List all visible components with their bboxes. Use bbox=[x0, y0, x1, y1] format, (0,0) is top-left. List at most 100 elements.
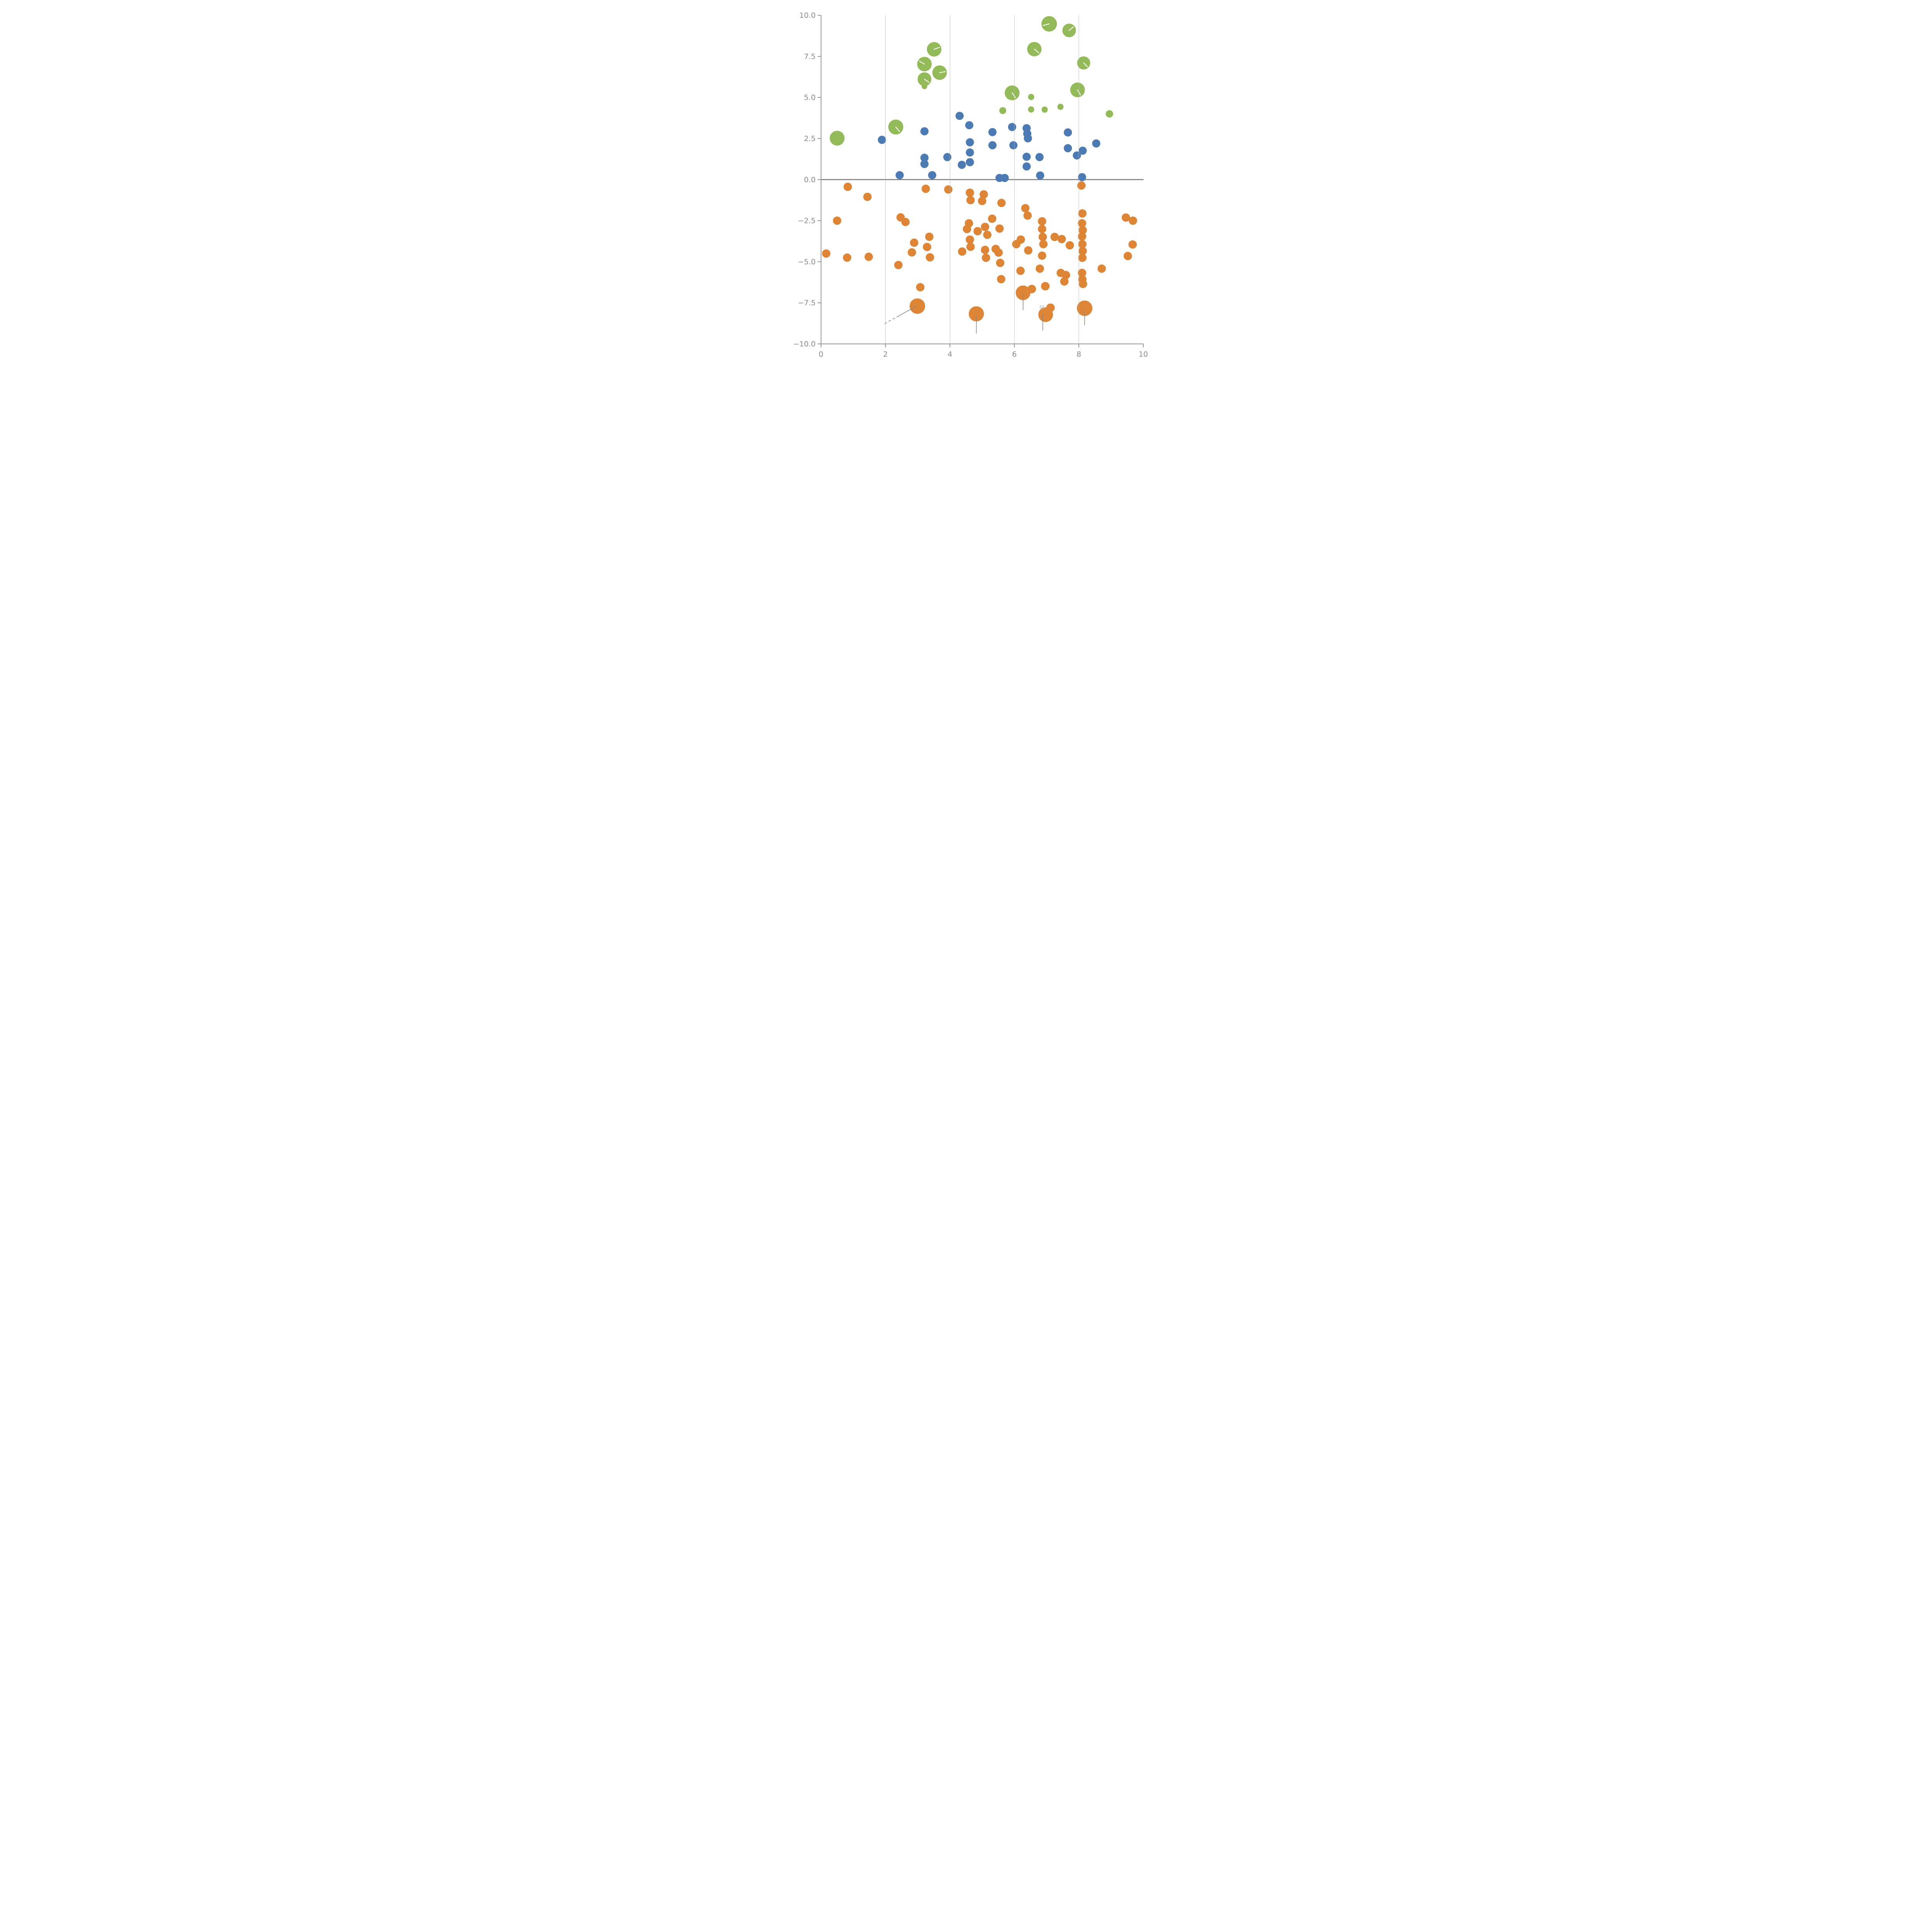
y-tick-label-10.0: 10.0 bbox=[799, 11, 815, 20]
scatter-point-blue bbox=[957, 160, 966, 169]
scatter-point-orange bbox=[1021, 204, 1030, 213]
scatter-point-orange bbox=[969, 306, 984, 321]
needle-line bbox=[895, 126, 900, 132]
scatter-point-orange bbox=[982, 253, 990, 262]
scatter-point-orange bbox=[1038, 307, 1053, 322]
scatter-point-orange bbox=[1038, 224, 1046, 233]
scatter-point-orange bbox=[983, 230, 992, 239]
needle-line bbox=[1043, 23, 1050, 26]
scatter-point-orange bbox=[822, 249, 830, 258]
annotation-leader-dashed bbox=[884, 315, 900, 324]
x-tick-label-4: 4 bbox=[947, 350, 952, 359]
scatter-point-orange bbox=[980, 190, 988, 199]
scatter-point-blue bbox=[943, 153, 952, 162]
scatter-point-green bbox=[922, 83, 927, 89]
scatter-point-blue bbox=[928, 171, 937, 179]
scatter-point-orange bbox=[1128, 240, 1137, 249]
scatter-point-orange bbox=[908, 248, 916, 257]
y-tick-label-−10.0: −10.0 bbox=[793, 340, 816, 349]
scatter-point-green bbox=[1028, 106, 1034, 113]
y-tick-label-5.0: 5.0 bbox=[804, 94, 816, 102]
scatter-point-orange bbox=[1065, 241, 1074, 250]
scatter-point-orange bbox=[1038, 251, 1046, 260]
scatter-point-green bbox=[1041, 106, 1048, 113]
scatter-point-orange bbox=[1078, 247, 1087, 255]
y-tick-label-−5.0: −5.0 bbox=[798, 258, 816, 266]
x-tick-label-0: 0 bbox=[819, 350, 823, 359]
scatter-point-orange bbox=[1023, 211, 1032, 220]
y-tick-label-−7.5: −7.5 bbox=[798, 299, 816, 307]
scatter-point-blue bbox=[988, 141, 997, 150]
scatter-point-orange bbox=[966, 235, 974, 244]
scatter-point-orange bbox=[844, 182, 852, 191]
scatter-point-orange bbox=[1078, 269, 1087, 277]
scatter-point-orange bbox=[995, 224, 1004, 233]
scatter-point-blue bbox=[1022, 162, 1031, 171]
needle-line bbox=[1012, 92, 1016, 99]
scatter-point-orange bbox=[1050, 233, 1059, 241]
scatter-point-orange bbox=[981, 245, 990, 254]
scatter-point-orange bbox=[925, 232, 934, 241]
scatter-point-orange bbox=[958, 247, 966, 256]
y-tick-label-7.5: 7.5 bbox=[804, 52, 816, 61]
scatter-point-orange bbox=[1015, 285, 1031, 300]
scatter-point-green bbox=[1105, 110, 1113, 118]
scatter-point-blue bbox=[1078, 173, 1086, 182]
needle-line bbox=[919, 61, 925, 65]
scatter-point-blue bbox=[895, 171, 904, 179]
scatter-point-orange bbox=[1036, 264, 1044, 273]
scatter-point-orange bbox=[1078, 240, 1087, 248]
scatter-point-orange bbox=[966, 196, 975, 204]
scatter-point-blue bbox=[966, 148, 974, 157]
scatter-point-blue bbox=[1035, 153, 1044, 162]
needle-line bbox=[1034, 48, 1039, 53]
scatter-point-orange bbox=[1077, 300, 1093, 316]
scatter-point-orange bbox=[1041, 282, 1050, 291]
needle-line bbox=[1077, 89, 1081, 96]
scatter-point-blue bbox=[1064, 144, 1072, 153]
scatter-point-orange bbox=[1024, 246, 1032, 255]
scatter-point-blue bbox=[1064, 128, 1072, 137]
scatter-plot: 10.0 7.5 5.0 2.5 0.0 −2.5 −5.0 −7.5 −10.00 2 4 6 8 10… bbox=[793, 11, 1148, 359]
scatter-point-blue bbox=[1036, 171, 1044, 180]
scatter-point-blue bbox=[966, 138, 974, 146]
scatter-point-orange bbox=[864, 252, 873, 261]
scatter-point-orange bbox=[988, 214, 997, 223]
scatter-point-green bbox=[830, 131, 845, 146]
scatter-point-orange bbox=[1078, 232, 1087, 241]
scatter-point-blue bbox=[1022, 153, 1031, 161]
scatter-point-orange bbox=[1016, 266, 1025, 275]
needle-line bbox=[924, 78, 930, 83]
scatter-point-orange bbox=[1038, 233, 1047, 241]
text-annotation-M: M bbox=[1039, 305, 1044, 311]
scatter-point-orange bbox=[916, 283, 925, 292]
scatter-point-orange bbox=[1039, 240, 1048, 248]
scatter-point-orange bbox=[1012, 240, 1021, 248]
needle-line bbox=[1083, 62, 1088, 67]
scatter-point-green bbox=[1057, 104, 1064, 110]
scatter-point-orange bbox=[966, 242, 975, 251]
scatter-point-orange bbox=[923, 243, 931, 251]
scatter-point-orange bbox=[997, 199, 1006, 207]
scatter-point-orange bbox=[1077, 181, 1086, 190]
scatter-point-orange bbox=[1078, 253, 1087, 262]
scatter-point-blue bbox=[1024, 134, 1032, 143]
scatter-point-orange bbox=[1078, 226, 1087, 235]
scatter-point-blue bbox=[1000, 173, 1009, 182]
x-tick-label-6: 6 bbox=[1012, 350, 1017, 359]
scatter-point-orange bbox=[944, 185, 953, 194]
scatter-point-orange bbox=[1061, 271, 1070, 279]
scatter-point-blue bbox=[965, 121, 974, 129]
scatter-point-orange bbox=[1079, 280, 1087, 288]
scatter-point-orange bbox=[978, 197, 986, 205]
y-tick-label-0.0: 0.0 bbox=[804, 175, 816, 184]
x-tick-label-2: 2 bbox=[883, 350, 888, 359]
scatter-point-orange bbox=[963, 224, 971, 233]
scatter-point-blue bbox=[1008, 123, 1016, 131]
scatter-point-orange bbox=[894, 261, 903, 269]
scatter-point-orange bbox=[1129, 216, 1137, 225]
scatter-point-orange bbox=[901, 218, 910, 226]
scatter-point-blue bbox=[1092, 139, 1100, 148]
needle-line bbox=[939, 71, 946, 73]
chart-canvas: 10.0 7.5 5.0 2.5 0.0 −2.5 −5.0 −7.5 −10.0 0 2 4 6 8 10… bbox=[773, 0, 1159, 386]
